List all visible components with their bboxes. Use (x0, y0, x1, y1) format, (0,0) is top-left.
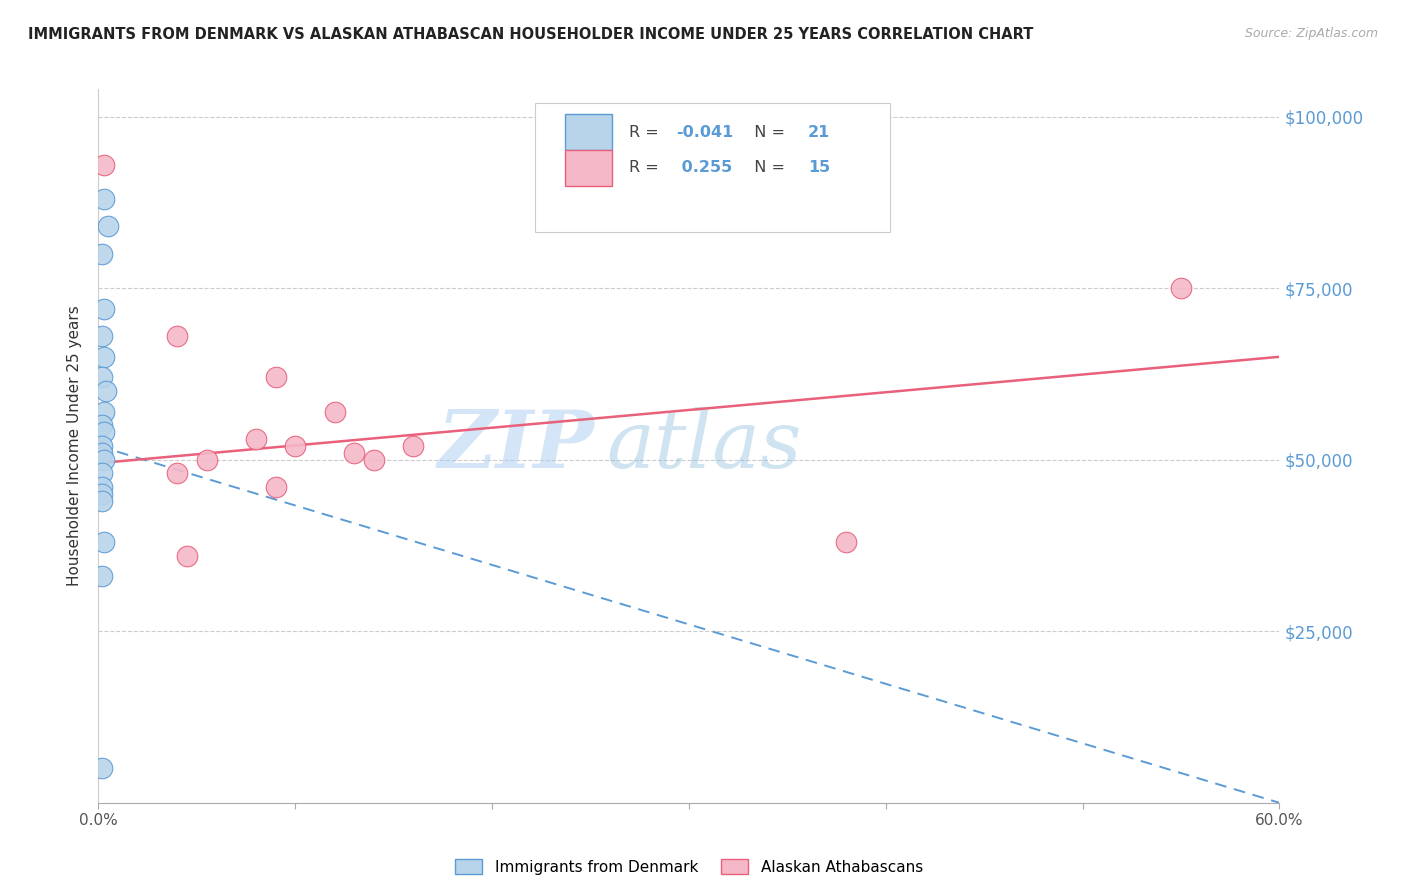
Point (93, 158, 115, 172)
Point (264, 480, 287, 494)
Point (93, 452, 115, 467)
Point (91, 247, 114, 261)
Point (91, 762, 114, 776)
Point (176, 549, 198, 563)
Point (166, 329, 188, 343)
Point (91, 418, 114, 433)
Point (835, 535, 858, 549)
Point (343, 446, 366, 460)
Text: 0.255: 0.255 (676, 161, 733, 175)
Point (93, 425, 115, 440)
Text: 21: 21 (808, 125, 831, 139)
Point (93, 192, 115, 206)
Text: atlas: atlas (606, 408, 801, 484)
Point (93, 405, 115, 419)
Point (323, 405, 346, 419)
FancyBboxPatch shape (536, 103, 890, 232)
Point (264, 370, 287, 384)
Point (91, 569, 114, 583)
Text: N =: N = (744, 125, 790, 139)
Text: R =: R = (628, 161, 664, 175)
Point (91, 370, 114, 384)
Point (245, 432, 267, 446)
Point (91, 480, 114, 494)
Text: R =: R = (628, 125, 664, 139)
Point (402, 439, 425, 453)
Text: IMMIGRANTS FROM DENMARK VS ALASKAN ATHABASCAN HOUSEHOLDER INCOME UNDER 25 YEARS : IMMIGRANTS FROM DENMARK VS ALASKAN ATHAB… (28, 27, 1033, 42)
Point (91, 467, 114, 481)
Legend: Immigrants from Denmark, Alaskan Athabascans: Immigrants from Denmark, Alaskan Athabas… (449, 853, 929, 880)
Point (93, 535, 115, 549)
Text: Source: ZipAtlas.com: Source: ZipAtlas.com (1244, 27, 1378, 40)
Bar (565, 114, 612, 150)
Y-axis label: Householder Income Under 25 years: Householder Income Under 25 years (67, 306, 83, 586)
Point (93, 301, 115, 316)
Point (97, 219, 120, 234)
Point (91, 446, 114, 460)
Point (91, 329, 114, 343)
Point (93, 350, 115, 364)
Point (96, 384, 118, 398)
Point (91, 487, 114, 501)
Point (195, 452, 218, 467)
Text: 15: 15 (808, 161, 831, 175)
Point (91, 494, 114, 508)
Text: ZIP: ZIP (437, 408, 595, 484)
Text: N =: N = (744, 161, 790, 175)
Point (1170, 281, 1192, 295)
Point (363, 452, 385, 467)
Text: -0.041: -0.041 (676, 125, 733, 139)
Point (284, 439, 307, 453)
Point (166, 467, 188, 481)
Bar (565, 150, 612, 186)
Point (91, 439, 114, 453)
